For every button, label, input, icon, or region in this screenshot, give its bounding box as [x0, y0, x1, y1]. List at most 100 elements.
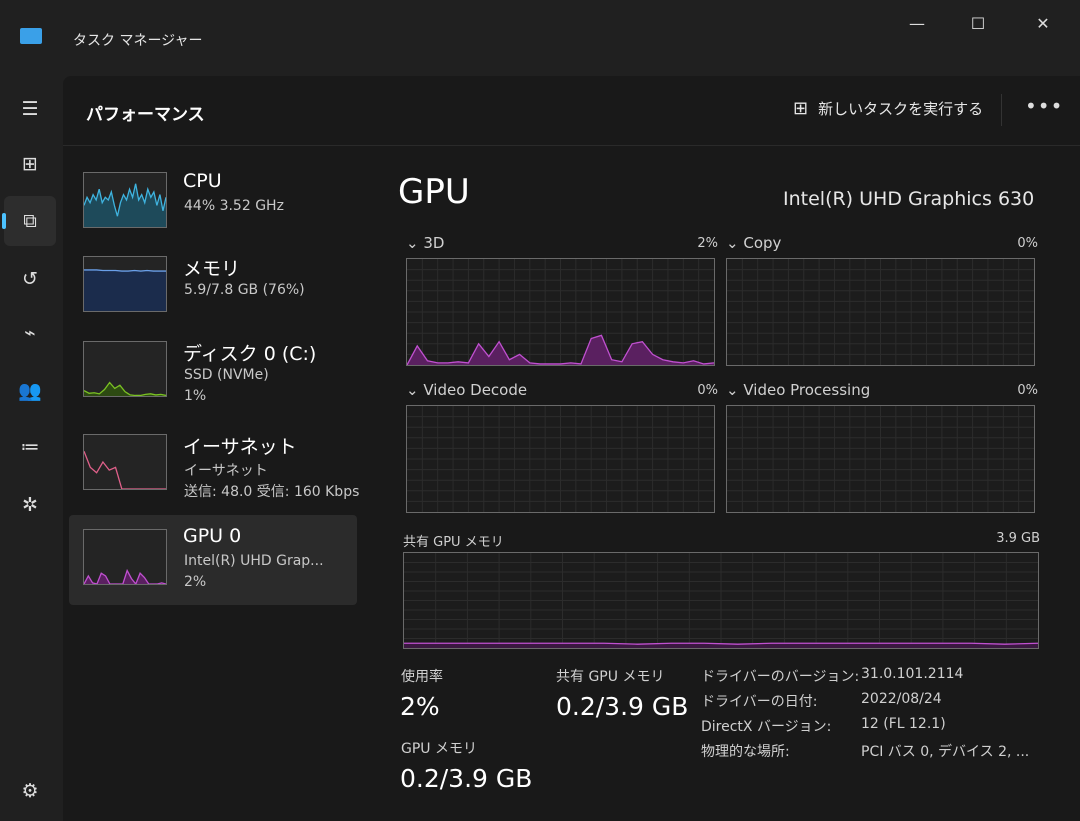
graph-line — [407, 334, 714, 365]
resource-value: 送信: 48.0 受信: 160 Kbps — [184, 484, 359, 500]
detail-label: 物理的な場所: — [701, 744, 790, 760]
nav-services-button[interactable]: ✲ — [4, 480, 56, 530]
graph-line — [84, 381, 166, 396]
engine-selector[interactable]: ⌄ 3D — [406, 234, 444, 252]
divider — [1001, 94, 1002, 126]
shared-memory-max: 3.9 GB — [996, 531, 1040, 546]
gpu-memory-label: GPU メモリ — [401, 741, 477, 757]
engine-label: Video Processing — [743, 381, 871, 399]
startup-icon: ⌁ — [24, 322, 36, 344]
resource-title: メモリ — [183, 258, 241, 280]
window-title: タスク マネージャー — [73, 33, 203, 49]
app-history-icon: ↺ — [22, 268, 38, 290]
details-icon: ≔ — [20, 436, 40, 458]
header: パフォーマンス ⊞ 新しいタスクを実行する ••• — [63, 76, 1080, 146]
nav-rail: ☰ ⊞ ⧉ ↺ ⌁ 👥 ≔ ✲ ⚙ — [0, 76, 62, 821]
resource-value: 1% — [184, 388, 207, 404]
resource-title: CPU — [183, 170, 222, 192]
detail-value: 31.0.101.2114 — [861, 666, 964, 682]
resource-thumbnail-graph — [83, 256, 167, 312]
content-panel: パフォーマンス ⊞ 新しいタスクを実行する ••• CPU 44% 3.52 GH… — [63, 76, 1080, 821]
hamburger-icon: ☰ — [21, 98, 39, 120]
resource-item[interactable]: メモリ 5.9/7.8 GB (76%) — [69, 248, 357, 338]
engine-graph — [406, 258, 715, 366]
graph-svg — [407, 406, 714, 512]
engine-selector[interactable]: ⌄ Video Decode — [406, 381, 527, 399]
detail-label: DirectX バージョン: — [701, 719, 832, 735]
resource-title: GPU 0 — [183, 525, 242, 547]
engine-graph — [726, 405, 1035, 513]
shared-memory-graph-label: 共有 GPU メモリ — [403, 535, 504, 550]
engine-percent: 0% — [697, 383, 718, 398]
engine-selector[interactable]: ⌄ Video Processing — [726, 381, 870, 399]
shared-memory-label: 共有 GPU メモリ — [556, 669, 665, 685]
nav-startup-button[interactable]: ⌁ — [4, 308, 56, 358]
resource-thumbnail-graph — [83, 172, 167, 228]
engine-percent: 0% — [1017, 236, 1038, 251]
processes-icon: ⊞ — [22, 153, 38, 175]
engine-graph — [406, 405, 715, 513]
chevron-down-icon: ⌄ — [406, 234, 424, 252]
usage-label: 使用率 — [401, 669, 443, 685]
nav-users-button[interactable]: 👥 — [4, 366, 56, 416]
chevron-down-icon: ⌄ — [406, 381, 424, 399]
run-new-task-button[interactable]: ⊞ 新しいタスクを実行する — [793, 98, 983, 119]
resource-thumbnail-graph — [83, 434, 167, 490]
nav-processes-button[interactable]: ⊞ — [4, 139, 56, 189]
resource-item[interactable]: CPU 44% 3.52 GHz — [69, 164, 357, 254]
resource-subtitle: 5.9/7.8 GB (76%) — [184, 282, 305, 298]
graph-line — [404, 642, 1038, 645]
engine-selector[interactable]: ⌄ Copy — [726, 234, 781, 252]
users-icon: 👥 — [18, 380, 42, 402]
page-title: パフォーマンス — [86, 105, 205, 125]
minimize-button[interactable]: — — [909, 14, 925, 33]
detail-label: ドライバーのバージョン: — [701, 669, 860, 685]
engine-label: Copy — [743, 234, 782, 252]
resource-value: 2% — [184, 574, 207, 590]
graph-line — [84, 568, 166, 584]
nav-performance-button[interactable]: ⧉ — [2, 196, 56, 246]
resource-title: イーサネット — [183, 436, 297, 458]
resource-subtitle: Intel(R) UHD Grap... — [184, 553, 324, 569]
settings-icon: ⚙ — [21, 780, 39, 802]
resource-thumbnail-graph — [83, 529, 167, 585]
graph-svg — [404, 553, 1038, 648]
nav-hamburger-button[interactable]: ☰ — [4, 84, 56, 134]
resource-item[interactable]: ディスク 0 (C:) SSD (NVMe) 1% — [69, 333, 357, 423]
resource-subtitle: 44% 3.52 GHz — [184, 198, 284, 214]
usage-value: 2% — [400, 692, 440, 721]
graph-svg — [84, 183, 166, 227]
engine-percent: 0% — [1017, 383, 1038, 398]
engine-label: Video Decode — [423, 381, 528, 399]
nav-app-history-button[interactable]: ↺ — [4, 254, 56, 304]
engine-graph — [726, 258, 1035, 366]
resource-item[interactable]: GPU 0 Intel(R) UHD Grap... 2% — [69, 515, 357, 605]
title-bar: タスク マネージャー — ☐ ✕ — [0, 0, 1080, 76]
gpu-memory-value: 0.2/3.9 GB — [400, 764, 533, 793]
chevron-down-icon: ⌄ — [726, 234, 744, 252]
device-name: Intel(R) UHD Graphics 630 — [783, 188, 1035, 210]
performance-icon: ⧉ — [23, 210, 37, 232]
resource-subtitle: イーサネット — [184, 463, 268, 479]
maximize-button[interactable]: ☐ — [970, 14, 986, 33]
nav-settings-button[interactable]: ⚙ — [4, 766, 56, 816]
chevron-down-icon: ⌄ — [726, 381, 744, 399]
resource-thumbnail-graph — [83, 341, 167, 397]
resource-title: ディスク 0 (C:) — [183, 343, 317, 365]
graph-area — [84, 382, 166, 396]
close-button[interactable]: ✕ — [1036, 14, 1050, 33]
detail-value: 12 (FL 12.1) — [861, 716, 946, 732]
resource-item[interactable]: イーサネット イーサネット 送信: 48.0 受信: 160 Kbps — [69, 426, 359, 516]
detail-value: 2022/08/24 — [861, 691, 942, 707]
engine-percent: 2% — [697, 236, 718, 251]
more-options-button[interactable]: ••• — [1025, 94, 1064, 118]
nav-details-button[interactable]: ≔ — [4, 422, 56, 472]
graph-svg — [84, 269, 166, 311]
graph-svg — [407, 259, 714, 365]
resource-title: GPU — [398, 172, 470, 212]
graph-line — [84, 183, 166, 217]
graph-line — [84, 450, 166, 489]
graph-area — [84, 183, 166, 227]
graph-area — [84, 269, 166, 311]
detail-value: PCI バス 0, デバイス 2, ... — [861, 744, 1030, 760]
